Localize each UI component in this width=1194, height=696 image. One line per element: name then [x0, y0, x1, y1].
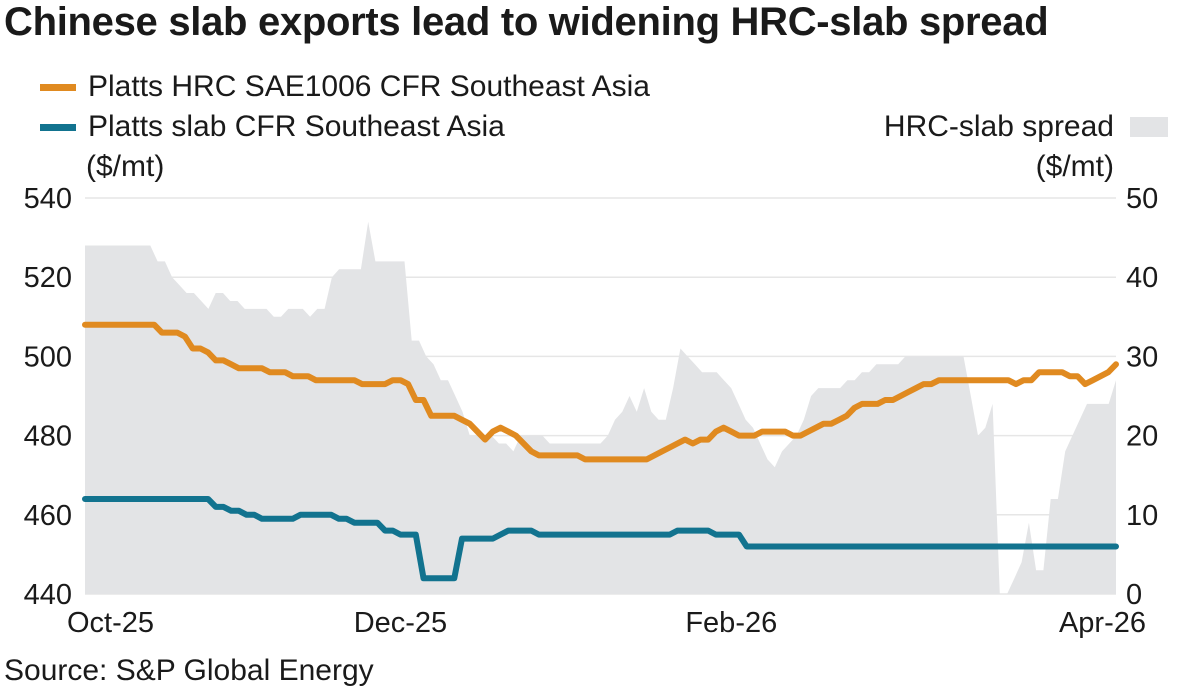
right-tick-label: 20 — [1126, 421, 1158, 453]
left-tick-label: 520 — [24, 262, 72, 294]
left-tick-label: 540 — [24, 183, 72, 215]
x-tick-label: Feb-26 — [685, 607, 777, 639]
legend-item-hrc: Platts HRC SAE1006 CFR Southeast Asia — [40, 69, 650, 105]
hrc-line — [82, 321, 1119, 463]
legend-label-slab: Platts slab CFR Southeast Asia — [88, 110, 505, 143]
right-tick-label: 0 — [1126, 579, 1142, 611]
legend-label-spread: HRC-slab spread — [883, 110, 1114, 143]
axes: 440 460 480 500 520 540 0 10 20 30 40 50 Oct-25 Dec-2… — [24, 183, 1159, 639]
price-lines-layer — [82, 321, 1119, 582]
right-axis-unit: ($/mt) — [1035, 150, 1114, 183]
left-tick-label: 460 — [24, 500, 72, 532]
legend-item-spread: HRC-slab spread — [884, 109, 1168, 145]
right-tick-label: 10 — [1126, 500, 1158, 532]
x-tick-label: Apr-26 — [1059, 607, 1146, 639]
right-tick-label: 50 — [1126, 183, 1158, 215]
legend-item-slab: Platts slab CFR Southeast Asia — [40, 109, 505, 145]
spread-area — [85, 221, 1116, 595]
spread-area-layer — [85, 221, 1116, 595]
right-tick-label: 30 — [1126, 341, 1158, 373]
left-tick-label: 500 — [24, 341, 72, 373]
legend-label-hrc: Platts HRC SAE1006 CFR Southeast Asia — [88, 70, 650, 103]
legend-swatch-hrc — [40, 83, 76, 91]
legend-swatch-spread — [1130, 117, 1168, 137]
x-tick-label: Oct-25 — [67, 607, 154, 639]
left-axis-unit: ($/mt) — [86, 150, 165, 183]
legend-swatch-slab — [40, 123, 76, 131]
slab-line — [82, 496, 1119, 582]
right-tick-label: 40 — [1126, 262, 1158, 294]
left-tick-label: 480 — [24, 421, 72, 453]
left-tick-label: 440 — [24, 579, 72, 611]
source-note: Source: S&P Global Energy — [4, 654, 374, 687]
chart-title: Chinese slab exports lead to widening HR… — [4, 0, 1049, 44]
x-tick-label: Dec-25 — [354, 607, 448, 639]
